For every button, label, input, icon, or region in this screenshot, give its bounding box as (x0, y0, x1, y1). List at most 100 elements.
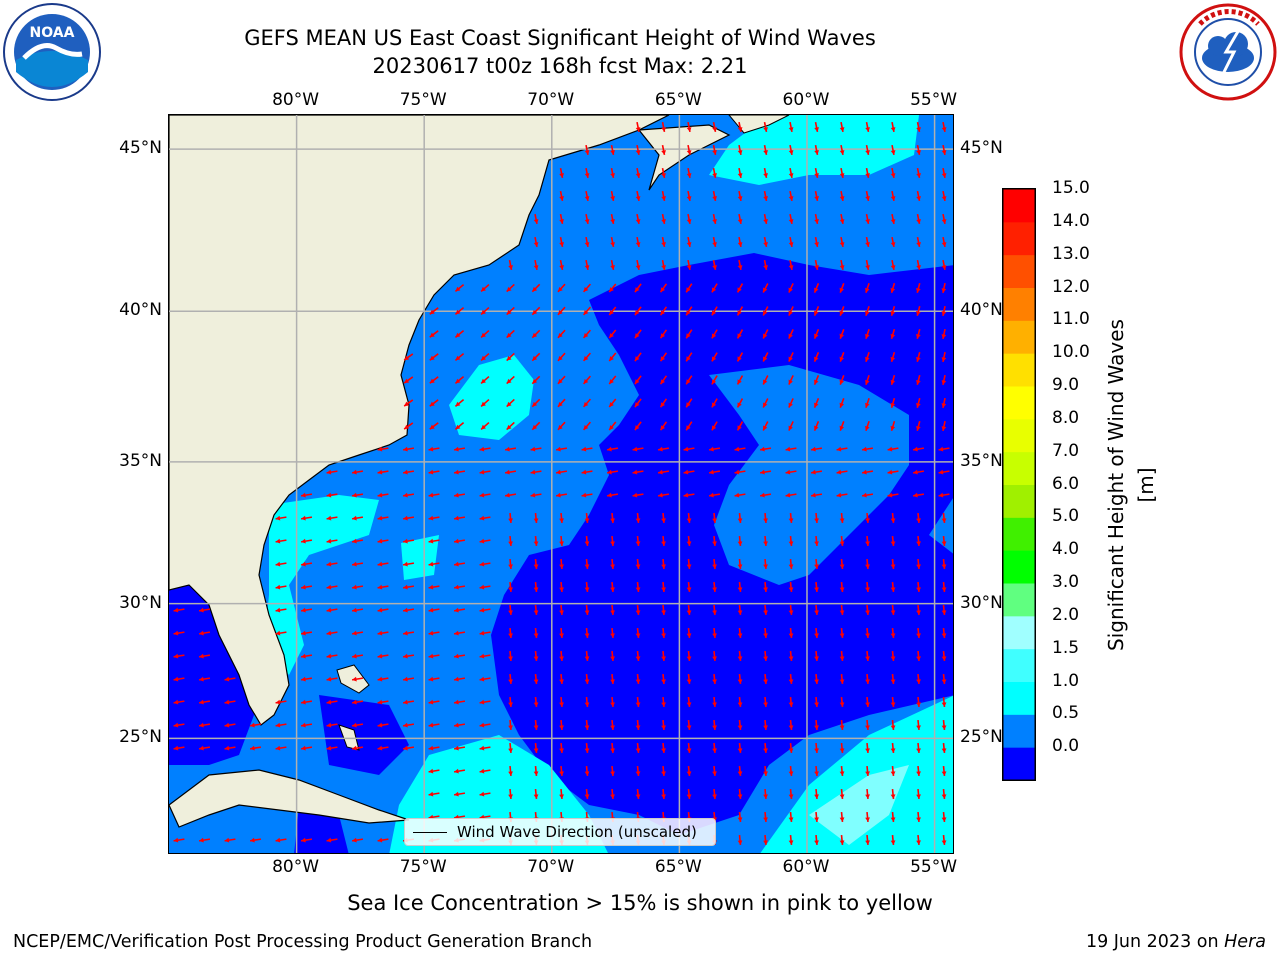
wave-arrow-head (865, 310, 870, 316)
wave-arrow-head (737, 333, 742, 339)
wave-arrow-head (839, 587, 845, 592)
wave-arrow-head (481, 424, 486, 430)
wave-arrow-head (635, 541, 641, 546)
wave-arrow-head (890, 150, 896, 155)
wave-arrow-head (326, 722, 332, 728)
wave-arrow-head (533, 633, 539, 638)
wave-arrow-head (839, 794, 845, 799)
wave-arrow-head (454, 653, 459, 659)
wave-arrow-head (301, 607, 306, 613)
wave-arrow-head (559, 656, 564, 661)
wave-arrow-head (479, 653, 485, 659)
wave-arrow-head (763, 518, 768, 523)
wave-arrow-head (610, 656, 615, 661)
wave-arrow-head (890, 748, 896, 753)
wave-arrow-head (839, 310, 845, 316)
wave-arrow-head (938, 492, 944, 498)
wave-arrow-head (709, 446, 714, 452)
wave-arrow-head (635, 150, 641, 155)
wave-arrow-head (479, 607, 485, 613)
wave-arrow-head (865, 265, 870, 270)
wave-arrow-head (865, 541, 870, 546)
wave-arrow-head (559, 265, 564, 270)
wave-arrow-head (581, 469, 587, 475)
wave-arrow-head (661, 265, 666, 270)
wave-arrow-head (686, 425, 691, 431)
wave-arrow-head (788, 127, 794, 132)
wave-arrow-head (556, 446, 561, 452)
wave-arrow-head (865, 587, 870, 592)
wave-arrow-head (533, 771, 539, 776)
wave-arrow-head (479, 561, 485, 567)
wave-arrow-head (377, 492, 383, 498)
wave-arrow-head (712, 656, 717, 661)
wave-arrow-head (635, 679, 641, 684)
nova-scotia-land (637, 124, 731, 191)
cuba-land (169, 769, 410, 828)
wave-arrow-head (301, 584, 306, 590)
wave-arrow-head (584, 541, 590, 546)
wave-arrow-head (686, 310, 691, 316)
wave-arrow-head (916, 541, 921, 546)
wave-arrow-head (533, 219, 539, 224)
colorbar-label: Significant Height of Wind Waves [m] (1104, 319, 1158, 651)
wave-arrow-head (661, 794, 666, 799)
wave-arrow-head (404, 355, 410, 361)
wave-arrow-head (865, 173, 870, 178)
wave-arrow-head (814, 219, 819, 224)
wave-arrow-head (428, 584, 434, 590)
nws-logo (1178, 2, 1278, 102)
wave-arrow-head (506, 401, 512, 407)
wave-arrow-head (584, 702, 590, 707)
wave-arrow-head (890, 656, 896, 661)
wave-arrow-head (428, 446, 434, 452)
colorbar-tick-label: 10.0 (1052, 342, 1090, 363)
wave-arrow-head (763, 794, 768, 799)
wave-arrow-head (763, 702, 768, 707)
wave-arrow-head (788, 196, 794, 201)
wave-arrow-head (788, 379, 793, 385)
wave-arrow-head (661, 219, 666, 224)
wave-arrow-head (557, 424, 563, 430)
wave-arrow-head (352, 515, 357, 521)
wave-arrow-head (508, 541, 513, 546)
wave-arrow-head (788, 610, 794, 615)
wave-arrow-head (839, 196, 845, 201)
colorbar-tick-label: 1.0 (1052, 670, 1080, 691)
wave-arrow-head (429, 424, 435, 430)
wave-arrow-head (890, 242, 896, 247)
wave-arrow-head (428, 791, 434, 797)
wave-arrow-head (712, 748, 717, 753)
wave-arrow-head (635, 610, 641, 615)
wave-arrow-head (916, 587, 921, 592)
wave-arrow-head (865, 748, 870, 753)
wave-arrow-head (530, 446, 536, 452)
wave-arrow-head (559, 610, 564, 615)
wave-arrow-head (811, 469, 816, 475)
wave-arrow-head (709, 492, 714, 498)
wave-arrow-head (737, 265, 743, 270)
wave-arrow-head (532, 286, 538, 292)
wave-arrow-head (686, 219, 692, 224)
wave-arrow-head (763, 150, 768, 155)
wave-arrow-head (788, 150, 794, 155)
wave-arrow-head (352, 630, 357, 636)
wave-arrow-head (609, 402, 614, 407)
wave-arrow-head (737, 656, 743, 661)
colorbar-tick-label: 12.0 (1052, 276, 1090, 297)
wave-arrow-head (377, 699, 383, 705)
wave-arrow-head (686, 541, 692, 546)
wave-arrow-head (839, 748, 845, 753)
wave-arrow-head (788, 702, 794, 707)
wave-arrow-head (763, 656, 768, 661)
wave-arrow-head (584, 725, 590, 730)
wave-arrow-head (711, 333, 717, 339)
wave-arrow-head (763, 840, 768, 845)
wave-arrow-head (326, 561, 332, 567)
wave-arrow-head (508, 633, 513, 638)
wave-arrow-head (533, 794, 539, 799)
wave-arrow-head (890, 425, 896, 431)
wave-arrow-head (686, 287, 691, 293)
wave-arrow-head (763, 425, 768, 431)
wave-arrow-head (428, 607, 434, 613)
